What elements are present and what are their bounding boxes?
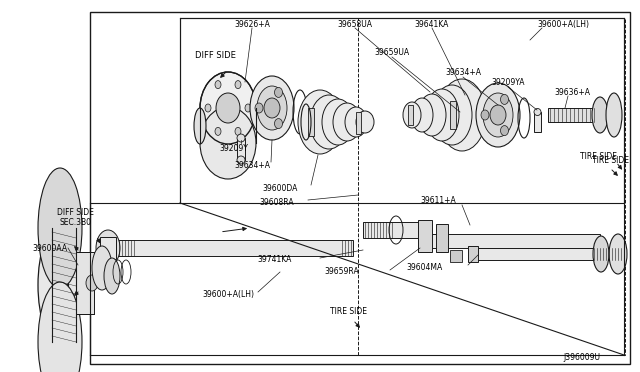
Text: SEC.3B0: SEC.3B0 [59,218,91,227]
Ellipse shape [592,97,608,133]
Ellipse shape [200,72,256,144]
Text: 39641KA: 39641KA [415,19,449,29]
Text: 39600+A(LH): 39600+A(LH) [537,19,589,29]
Text: 39608RA: 39608RA [260,198,294,206]
Ellipse shape [194,108,206,144]
Ellipse shape [255,103,263,113]
Ellipse shape [237,156,245,164]
Ellipse shape [250,76,294,140]
Ellipse shape [356,111,374,133]
Text: TIRE SIDE: TIRE SIDE [330,308,367,317]
Text: 39636+A: 39636+A [554,87,590,96]
Ellipse shape [310,95,348,149]
Ellipse shape [216,93,240,123]
Text: TIRE SIDE: TIRE SIDE [579,151,616,160]
Ellipse shape [432,85,472,145]
Text: 39626+A: 39626+A [234,19,270,29]
Text: 39600AA: 39600AA [33,244,68,253]
Ellipse shape [205,104,211,112]
Ellipse shape [264,98,280,118]
Text: DIFF SIDE: DIFF SIDE [195,51,236,60]
Text: TIRE SIDE: TIRE SIDE [591,155,628,164]
Bar [534,112,541,132]
Bar [548,108,600,122]
Ellipse shape [245,104,251,112]
Ellipse shape [104,258,120,294]
Ellipse shape [275,87,282,97]
Ellipse shape [38,225,82,345]
Text: 39600DA: 39600DA [262,183,298,192]
Text: 39741KA: 39741KA [258,256,292,264]
Ellipse shape [438,79,486,151]
Bar [76,252,94,314]
Ellipse shape [534,109,541,115]
Bar [408,105,413,125]
Ellipse shape [322,99,354,145]
Ellipse shape [609,234,627,274]
Bar [52,228,68,342]
Text: 39600+A(LH): 39600+A(LH) [202,291,254,299]
Bar [363,222,423,238]
Ellipse shape [200,107,256,179]
Ellipse shape [38,168,82,288]
Ellipse shape [606,93,622,137]
Bar [237,138,245,160]
Text: 39634+A: 39634+A [445,67,481,77]
Bar [468,246,478,262]
Bar [356,112,361,134]
Ellipse shape [411,98,433,132]
Ellipse shape [333,103,361,141]
Bar [90,12,630,364]
Text: 39611+A: 39611+A [420,196,456,205]
Text: 39659UA: 39659UA [374,48,410,57]
Ellipse shape [96,230,120,266]
Bar [470,248,622,260]
Ellipse shape [425,89,459,141]
Ellipse shape [593,236,609,272]
Bar [308,108,314,136]
Bar [418,220,432,252]
Ellipse shape [215,81,221,89]
Bar [436,224,448,252]
Text: 39659RA: 39659RA [324,267,360,276]
Ellipse shape [257,86,287,130]
Bar [100,237,116,259]
Text: 39209Y: 39209Y [220,144,248,153]
Bar [420,234,600,248]
Ellipse shape [476,83,520,147]
Bar [450,101,456,129]
Ellipse shape [38,282,82,372]
Ellipse shape [86,275,98,291]
Ellipse shape [298,90,342,154]
Ellipse shape [500,94,509,105]
Bar [115,240,353,256]
Bar [450,250,462,262]
Text: J396009U: J396009U [563,353,600,362]
Ellipse shape [215,127,221,135]
Text: 39634+A: 39634+A [234,160,270,170]
Ellipse shape [490,105,506,125]
Ellipse shape [500,126,509,135]
Ellipse shape [235,81,241,89]
Ellipse shape [237,134,245,142]
Text: 39209YA: 39209YA [492,77,525,87]
Text: 39604MA: 39604MA [407,263,443,273]
Ellipse shape [483,93,513,137]
Ellipse shape [403,102,421,128]
Text: DIFF SIDE: DIFF SIDE [56,208,93,217]
Ellipse shape [418,94,446,136]
Ellipse shape [481,110,489,120]
Ellipse shape [345,107,367,137]
Text: 39658UA: 39658UA [337,19,372,29]
Bar [180,18,624,203]
Ellipse shape [275,119,282,129]
Ellipse shape [92,246,112,290]
Ellipse shape [235,127,241,135]
Bar [358,18,625,355]
